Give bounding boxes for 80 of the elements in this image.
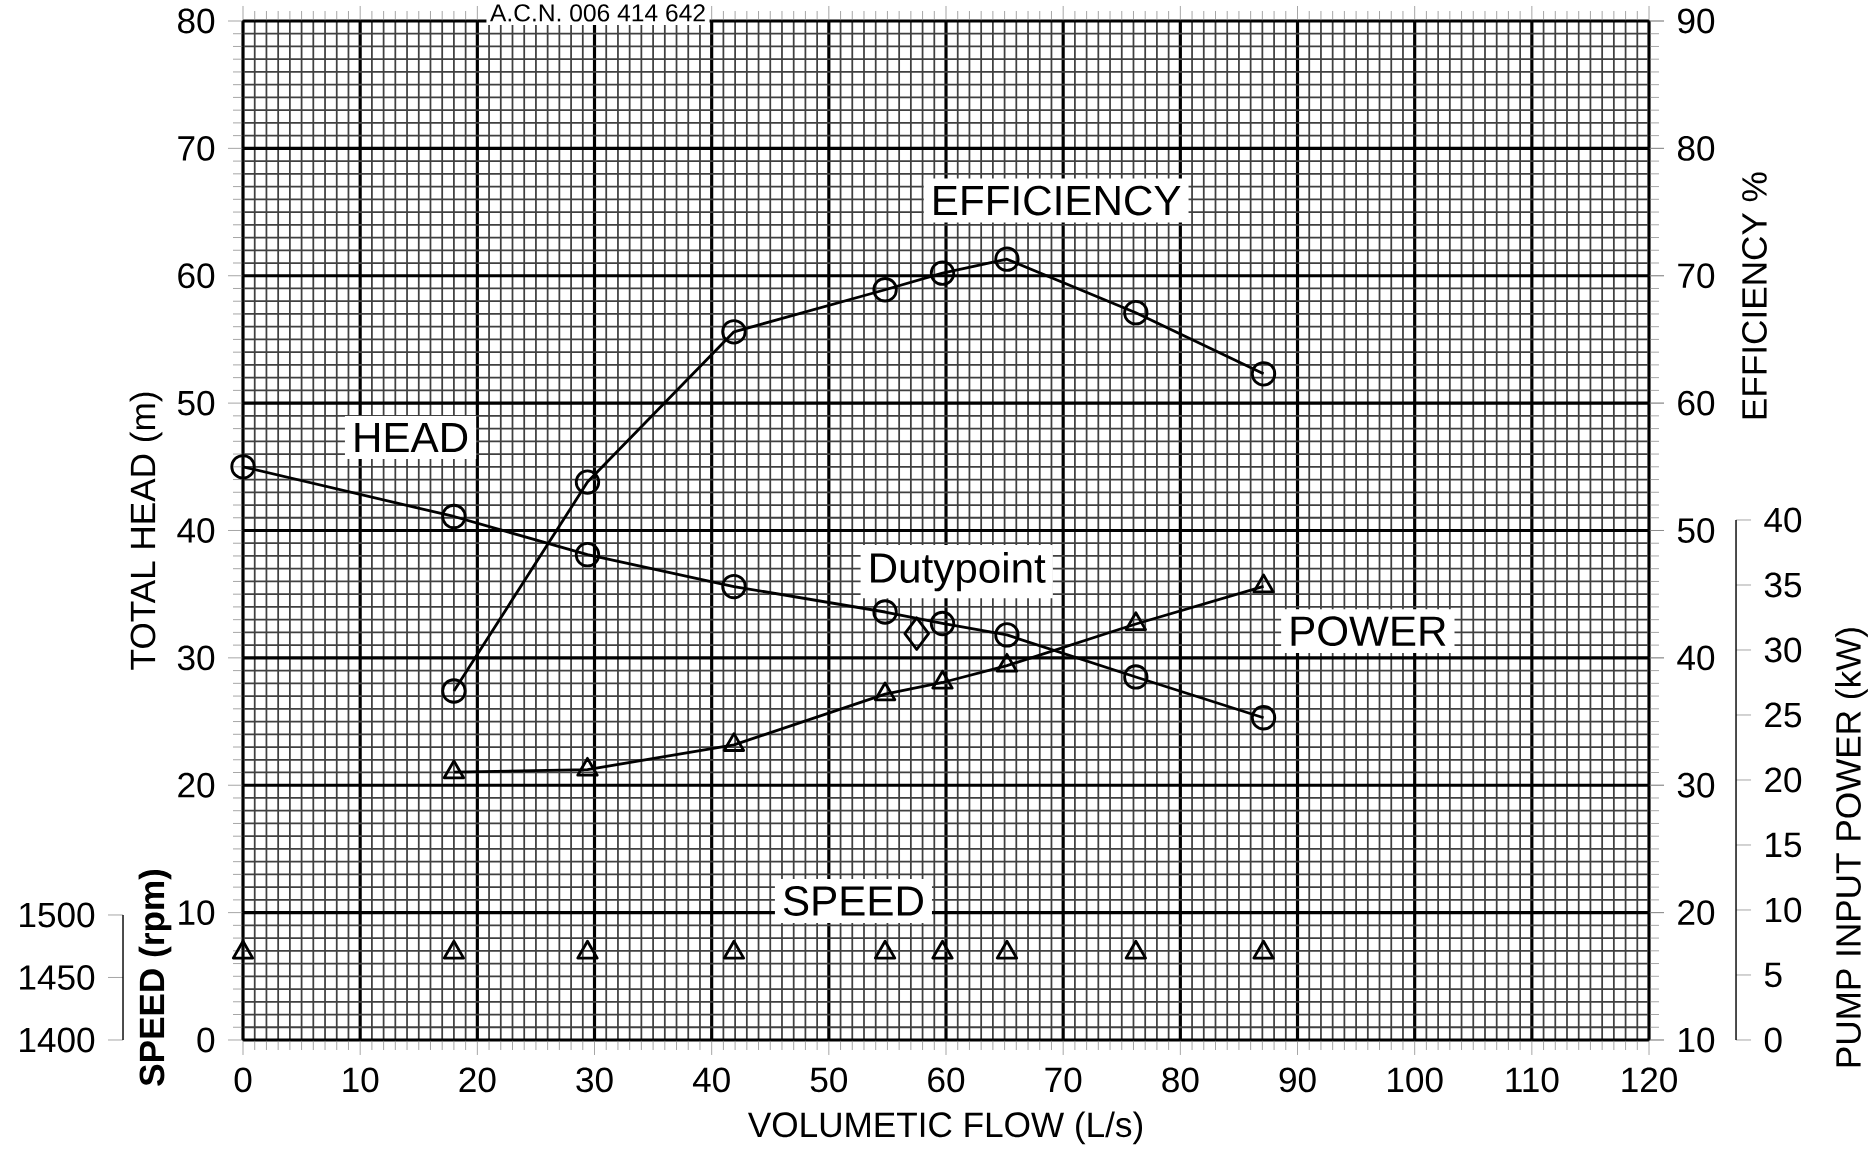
point (441, 678, 467, 704)
point (441, 503, 467, 530)
y-tick-label: 1500 (20, 902, 95, 928)
y3-tick-label: 5 (1764, 962, 1782, 988)
point (576, 756, 599, 777)
point (994, 246, 1020, 272)
series-label: EFFICIENCY (934, 185, 1181, 216)
point (574, 542, 601, 568)
y2-tick-label: 90 (1678, 8, 1715, 34)
y-tick-label: 0 (197, 1027, 215, 1053)
y-tick-label: 20 (178, 772, 215, 798)
annotation: A.C.N. 006 414 642 (490, 4, 705, 22)
y3-tick-label: 40 (1764, 507, 1802, 533)
legend-label: HEAD (355, 423, 468, 453)
y-tick-label: 1400 (20, 1027, 95, 1053)
y2-tick-label: 60 (1678, 390, 1715, 416)
point (442, 759, 466, 780)
x-tick-label: 20 (459, 1067, 496, 1093)
point (1250, 705, 1277, 731)
point (722, 732, 746, 752)
y3-tick-label: 35 (1764, 572, 1802, 598)
point (1252, 573, 1275, 594)
y2-axis-title: EFFICIENCY % (1742, 172, 1767, 419)
y3-tick-label: 30 (1764, 637, 1802, 663)
point (1250, 361, 1277, 387)
point (872, 277, 898, 303)
point (931, 669, 954, 690)
point (230, 454, 256, 480)
y2-tick-label: 50 (1677, 518, 1715, 543)
y-tick-label: 50 (177, 390, 215, 416)
point (929, 260, 956, 286)
y2-tick-label: 20 (1678, 900, 1715, 926)
point (872, 599, 898, 625)
point (1124, 611, 1147, 632)
y-axis-title: SPEED (rpm) (138, 869, 172, 1086)
annotation: Dutypoint (871, 552, 1046, 592)
x-tick-label: 110 (1506, 1067, 1559, 1093)
series-label: SPEED (783, 886, 923, 916)
x-tick-label: 120 (1622, 1067, 1677, 1093)
point (929, 610, 956, 637)
y3-axis-title: PUMP INPUT POWER (kW) (1835, 628, 1868, 1067)
x-tick-label: 30 (576, 1067, 613, 1093)
y2-tick-label: 10 (1679, 1027, 1715, 1053)
y-tick-label: 70 (178, 135, 215, 161)
point (574, 469, 601, 495)
x-tick-label: 10 (343, 1067, 379, 1093)
y2-tick-label: 70 (1678, 263, 1715, 289)
y-tick-label: 80 (178, 8, 215, 34)
point (721, 573, 747, 600)
x-tick-label: 60 (928, 1067, 965, 1093)
x-tick-label: 50 (810, 1067, 848, 1093)
x-tick-label: 0 (234, 1067, 252, 1093)
point (994, 622, 1020, 648)
y2-tick-label: 80 (1677, 135, 1715, 161)
point (873, 681, 897, 702)
point (995, 652, 1019, 673)
y-axis-title: TOTAL HEAD (m) (129, 392, 163, 670)
y3-tick-label: 25 (1765, 702, 1802, 728)
y3-tick-label: 0 (1764, 1027, 1782, 1053)
x-tick-label: 40 (692, 1067, 730, 1093)
y-tick-label: 10 (179, 900, 215, 926)
series-label: POWER (1291, 616, 1446, 647)
x-tick-label: 100 (1388, 1067, 1443, 1093)
point (1123, 664, 1149, 690)
x-axis-title: VOLUMETIC FLOW (L/s) (747, 1111, 1143, 1145)
y-tick-label: 30 (177, 645, 215, 671)
y2-tick-label: 30 (1677, 772, 1715, 798)
y-tick-label: 60 (178, 263, 215, 289)
y-tick-label: 1450 (20, 965, 95, 990)
y3-tick-label: 15 (1766, 832, 1802, 858)
point (721, 319, 747, 345)
x-tick-label: 80 (1162, 1067, 1199, 1093)
y2-tick-label: 40 (1677, 645, 1715, 671)
x-tick-label: 70 (1045, 1067, 1082, 1093)
y-tick-label: 40 (177, 518, 215, 543)
point (903, 616, 930, 651)
point (1123, 300, 1149, 326)
y3-tick-label: 10 (1766, 897, 1802, 923)
y3-tick-label: 20 (1765, 767, 1802, 793)
x-tick-label: 90 (1279, 1067, 1316, 1093)
